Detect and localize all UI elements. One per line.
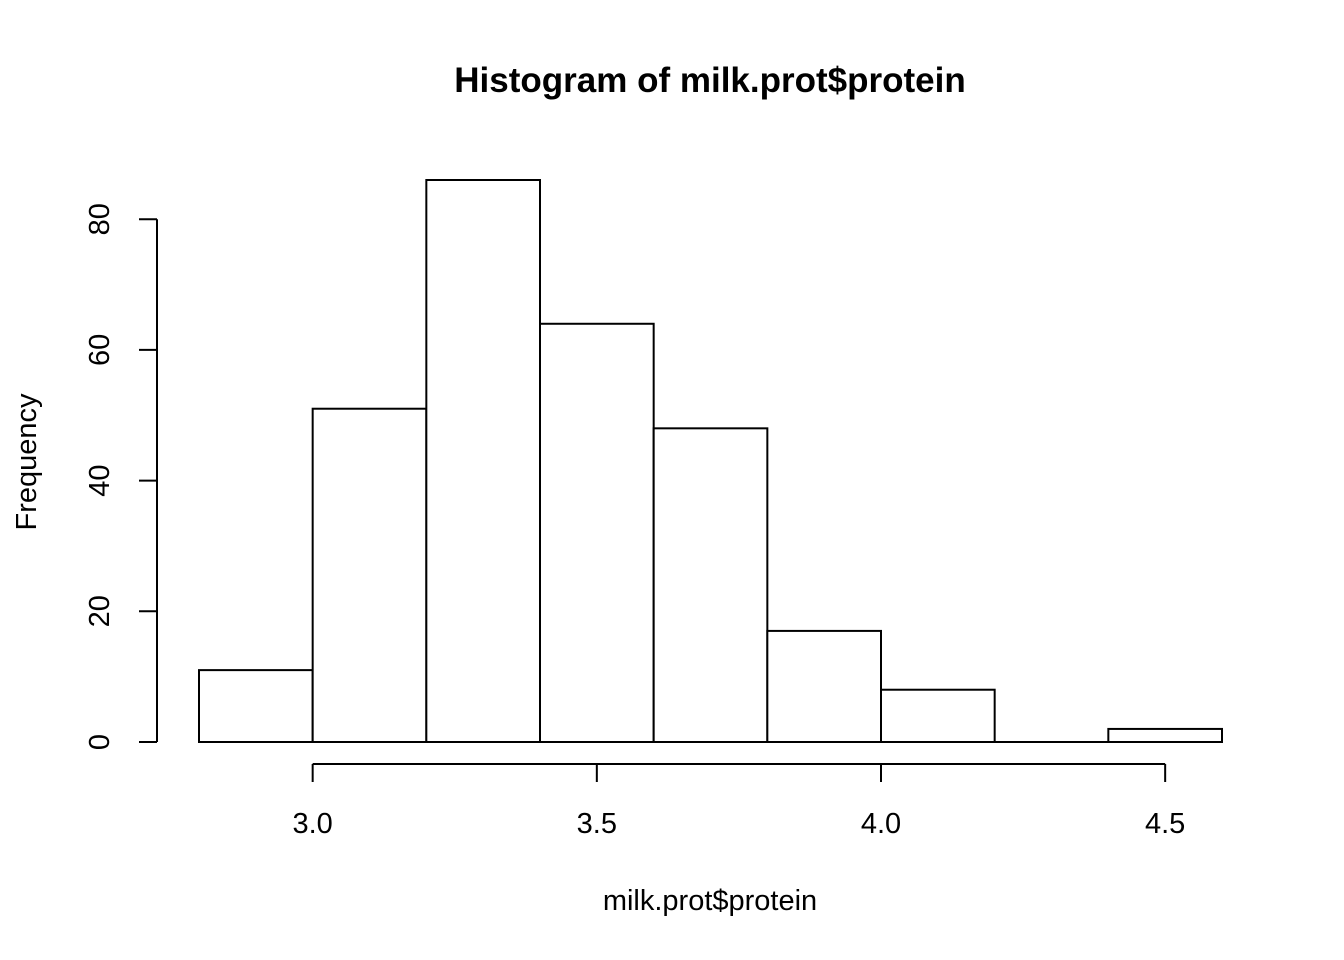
chart-title: Histogram of milk.prot$protein bbox=[454, 61, 965, 100]
y-axis: 0 20 40 60 80 bbox=[84, 203, 158, 750]
histogram-bar-5 bbox=[766, 629, 883, 743]
x-tick-label-2: 4.0 bbox=[861, 808, 901, 840]
y-tick-label-1: 20 bbox=[84, 595, 116, 627]
x-axis: 3.0 3.5 4.0 4.5 bbox=[293, 763, 1185, 840]
histogram-bar-1 bbox=[311, 407, 428, 743]
x-tick-label-3: 4.5 bbox=[1145, 808, 1185, 840]
y-tick-label-0: 0 bbox=[84, 734, 116, 750]
x-tick-label-1: 3.5 bbox=[577, 808, 617, 840]
x-tick-label-0: 3.0 bbox=[293, 808, 333, 840]
x-axis-label: milk.prot$protein bbox=[603, 885, 817, 917]
y-tick-label-4: 80 bbox=[84, 203, 116, 235]
y-tick-label-3: 60 bbox=[84, 334, 116, 366]
histogram-bar-6 bbox=[880, 688, 996, 743]
histogram-bars bbox=[198, 179, 1223, 743]
histogram-bar-0 bbox=[198, 669, 314, 743]
histogram-bar-2 bbox=[425, 179, 541, 743]
histogram-bar-3 bbox=[539, 322, 655, 743]
y-axis-label: Frequency bbox=[11, 393, 43, 531]
histogram-bar-4 bbox=[652, 427, 769, 743]
histogram-bar-8 bbox=[1107, 727, 1223, 743]
y-tick-label-2: 40 bbox=[84, 464, 116, 496]
